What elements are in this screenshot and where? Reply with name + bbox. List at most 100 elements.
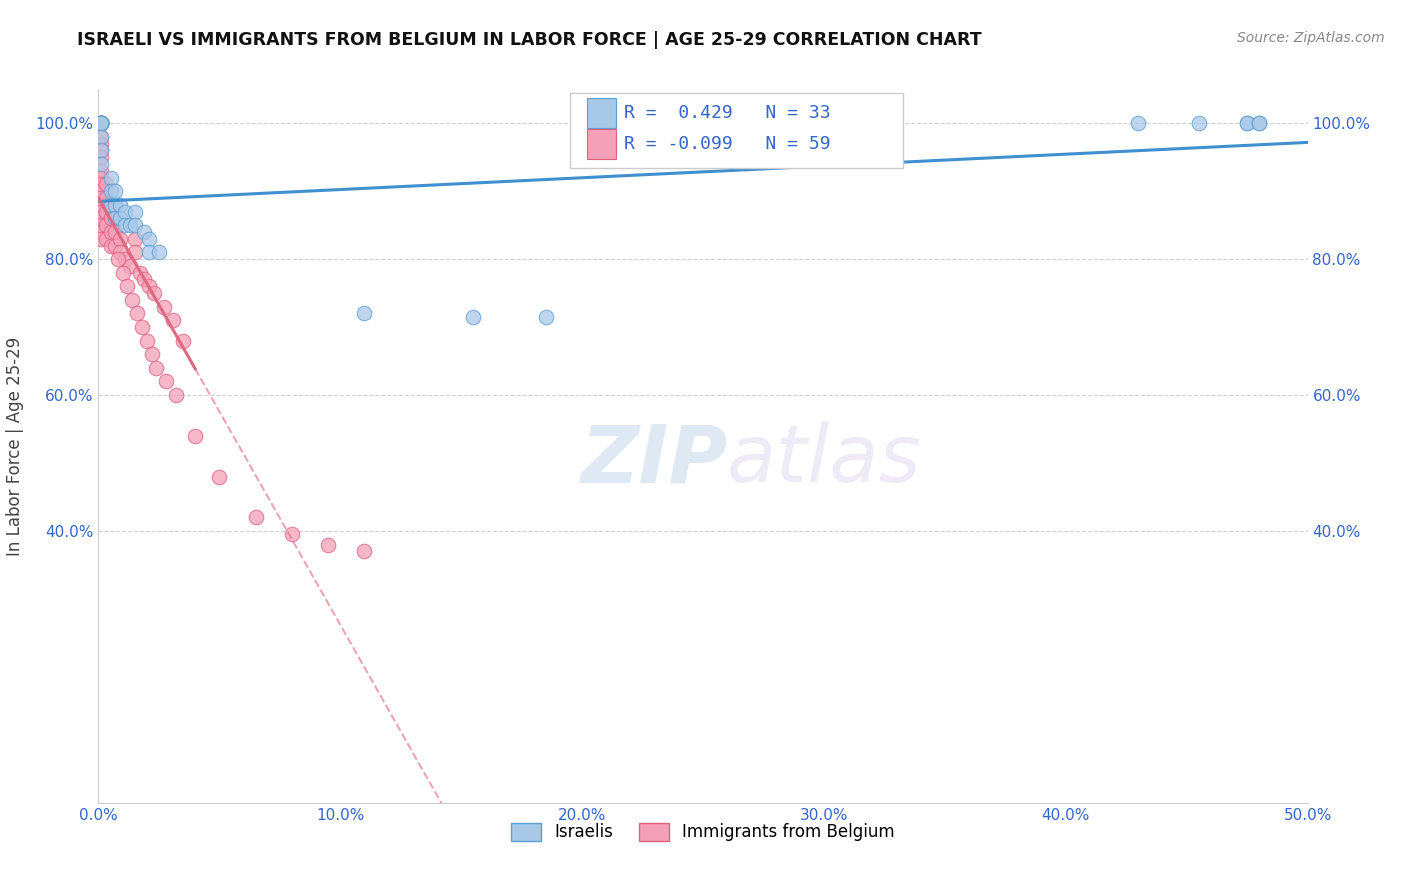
Point <box>90 225 112 239</box>
Point <box>90 178 112 192</box>
Point <box>134 272 156 286</box>
Point <box>138 245 160 260</box>
Point <box>90 116 112 130</box>
Point <box>90 144 112 158</box>
Point <box>208 469 231 483</box>
Point <box>121 293 143 307</box>
Point <box>90 218 112 232</box>
Point <box>1188 116 1211 130</box>
Point <box>90 211 112 226</box>
Point <box>128 266 150 280</box>
Point <box>104 198 127 212</box>
Point <box>534 310 557 324</box>
Point <box>90 116 112 130</box>
Point <box>1236 116 1258 130</box>
Point <box>1249 116 1271 130</box>
Point <box>124 245 146 260</box>
Point <box>124 204 146 219</box>
Point <box>90 232 112 246</box>
Point <box>94 218 117 232</box>
Y-axis label: In Labor Force | Age 25-29: In Labor Force | Age 25-29 <box>7 336 24 556</box>
Point <box>90 136 112 151</box>
Point <box>184 429 207 443</box>
Point <box>118 218 141 232</box>
Point <box>353 306 375 320</box>
Text: atlas: atlas <box>727 421 922 500</box>
Point <box>117 279 139 293</box>
Point <box>104 238 127 252</box>
Point <box>104 184 127 198</box>
Point <box>108 232 131 246</box>
Point <box>90 116 112 130</box>
Point <box>90 170 112 185</box>
Point <box>145 360 167 375</box>
Point <box>281 527 304 541</box>
Legend: Israelis, Immigrants from Belgium: Israelis, Immigrants from Belgium <box>505 816 901 848</box>
Point <box>90 116 112 130</box>
Point <box>94 191 117 205</box>
Point <box>100 170 122 185</box>
Point <box>90 204 112 219</box>
Point <box>152 300 174 314</box>
Text: R = -0.099   N = 59: R = -0.099 N = 59 <box>624 136 831 153</box>
Point <box>90 116 112 130</box>
Point <box>104 211 127 226</box>
Point <box>135 334 157 348</box>
Point <box>100 238 122 252</box>
Point <box>90 116 112 130</box>
Point <box>108 245 131 260</box>
Text: ZIP: ZIP <box>579 421 727 500</box>
Point <box>108 211 131 226</box>
Point <box>94 178 117 192</box>
Point <box>245 510 267 524</box>
Point <box>94 204 117 219</box>
Point <box>143 286 166 301</box>
Point <box>1236 116 1258 130</box>
Point <box>100 211 122 226</box>
Point <box>138 232 160 246</box>
FancyBboxPatch shape <box>586 129 616 159</box>
Point <box>90 198 112 212</box>
Point <box>114 252 136 266</box>
Point <box>100 225 122 239</box>
Point <box>463 310 485 324</box>
Point <box>90 163 112 178</box>
Point <box>90 116 112 130</box>
Text: ISRAELI VS IMMIGRANTS FROM BELGIUM IN LABOR FORCE | AGE 25-29 CORRELATION CHART: ISRAELI VS IMMIGRANTS FROM BELGIUM IN LA… <box>77 31 981 49</box>
Point <box>90 116 112 130</box>
Point <box>124 218 146 232</box>
Point <box>165 388 187 402</box>
Point <box>172 334 194 348</box>
Point <box>90 191 112 205</box>
Text: Source: ZipAtlas.com: Source: ZipAtlas.com <box>1237 31 1385 45</box>
Point <box>90 129 112 144</box>
Point <box>104 225 127 239</box>
Point <box>100 184 122 198</box>
Point <box>94 232 117 246</box>
Point <box>131 320 153 334</box>
Point <box>162 313 184 327</box>
Point <box>353 544 375 558</box>
Point <box>100 198 122 212</box>
Point <box>138 279 160 293</box>
Point <box>108 198 131 212</box>
Point <box>90 129 112 144</box>
Point <box>90 157 112 171</box>
Point <box>114 204 136 219</box>
Point <box>155 375 177 389</box>
Point <box>111 266 134 280</box>
Point <box>141 347 163 361</box>
Text: R =  0.429   N = 33: R = 0.429 N = 33 <box>624 103 831 121</box>
Point <box>1249 116 1271 130</box>
Point <box>90 144 112 158</box>
Point <box>127 306 149 320</box>
FancyBboxPatch shape <box>586 98 616 128</box>
Point <box>90 184 112 198</box>
Point <box>107 252 129 266</box>
Point <box>134 225 156 239</box>
Point <box>90 116 112 130</box>
Point <box>316 537 339 551</box>
Point <box>114 218 136 232</box>
Point <box>148 245 170 260</box>
Point <box>90 150 112 164</box>
